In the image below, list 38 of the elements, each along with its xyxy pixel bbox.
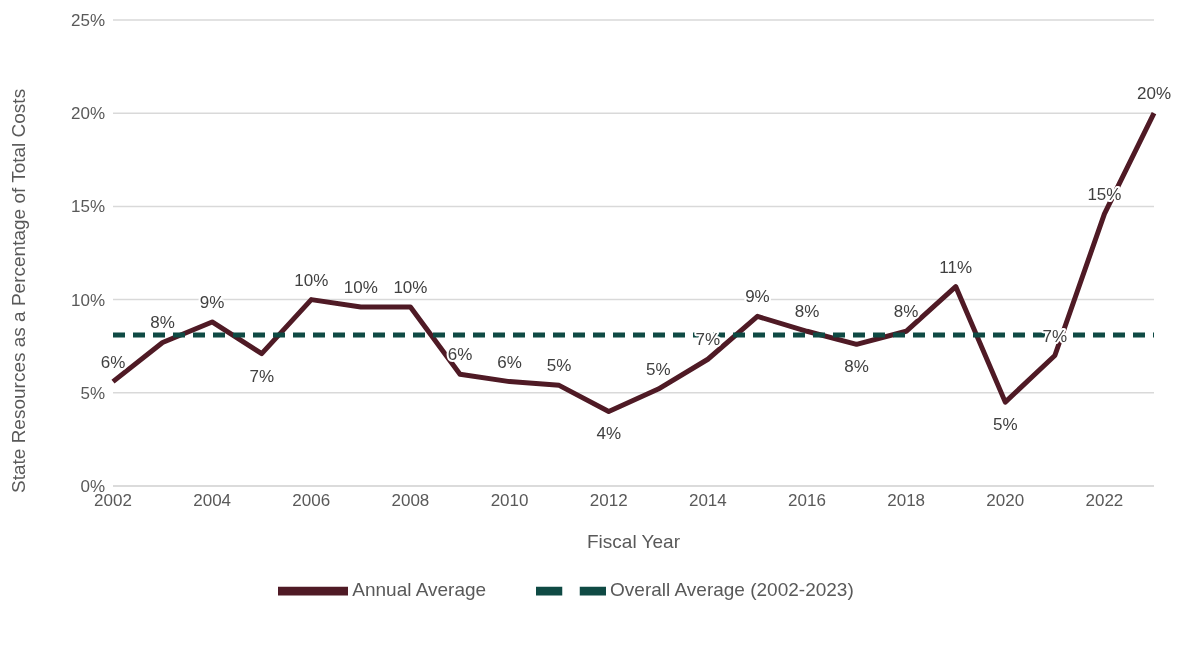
data-label: 8% — [794, 302, 820, 322]
data-label: 10% — [393, 278, 428, 298]
data-label: 10% — [294, 270, 329, 290]
x-tick-label: 2004 — [193, 491, 232, 511]
data-label: 6% — [497, 352, 522, 372]
data-label: 8% — [844, 357, 869, 377]
x-tick-label: 2022 — [1085, 491, 1124, 511]
y-tick-label: 5% — [80, 383, 105, 403]
y-tick-label: 25% — [70, 11, 105, 31]
y-axis-title: State Resources as a Percentage of Total Costs — [7, 88, 29, 493]
data-label: 4% — [596, 424, 621, 444]
x-axis-title: Fiscal Year — [587, 531, 681, 552]
data-label: 8% — [893, 302, 919, 322]
data-label: 6% — [447, 345, 473, 365]
x-tick-label: 2012 — [589, 491, 628, 511]
data-label: 5% — [993, 415, 1018, 435]
x-tick-label: 2014 — [688, 491, 727, 511]
legend-label: Annual Average — [352, 579, 487, 601]
data-label: 9% — [199, 292, 225, 312]
x-tick-label: 2020 — [986, 491, 1025, 511]
data-label: 5% — [646, 360, 671, 380]
y-tick-label: 20% — [70, 104, 105, 124]
data-label: 5% — [546, 356, 572, 376]
x-tick-label: 2006 — [292, 491, 331, 511]
x-tick-label: 2010 — [490, 491, 529, 511]
data-label: 8% — [150, 313, 175, 333]
x-tick-label: 2018 — [887, 491, 926, 511]
x-tick-label: 2016 — [788, 491, 826, 511]
data-label: 11% — [939, 257, 973, 277]
legend-label: Overall Average (2002-2023) — [610, 579, 854, 601]
data-label: 10% — [343, 278, 378, 298]
x-tick-label: 2008 — [391, 491, 430, 511]
data-label: 9% — [745, 287, 770, 307]
y-tick-label: 10% — [70, 290, 105, 310]
data-label: 6% — [100, 352, 126, 372]
data-label: 7% — [249, 366, 274, 386]
y-tick-label: 15% — [70, 197, 105, 217]
data-label: 20% — [1136, 84, 1172, 104]
